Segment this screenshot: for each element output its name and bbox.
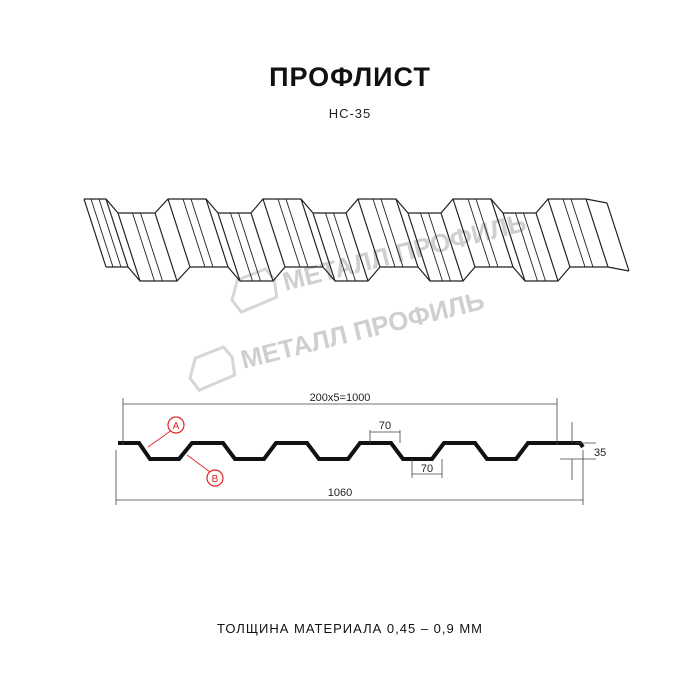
page-title: ПРОФЛИСТ [269,62,431,92]
sheet-rib-line [333,212,356,282]
sheet-rib-line [467,198,491,268]
dim-top-label: 70 [379,420,391,432]
marker-b: B [186,454,224,487]
sheet-fold-line [357,198,381,268]
dim-total-label: 1060 [328,487,352,499]
sheet-rib-line [475,198,499,268]
model-subtitle: НС-35 [328,106,372,121]
logo-icon [188,345,237,392]
sheet-fold-line [250,212,274,282]
sheet-fold-line [547,198,571,268]
sheet-rib-line [190,198,214,268]
sheet-fold-line [395,198,419,268]
sheet-fold-line [440,212,464,282]
sheet-fold-line [205,198,229,268]
sheet-fold-line [154,212,178,282]
dim-pitch-label: 200x5=1000 [310,392,371,404]
sheet-fold-line [83,198,107,268]
sheet-fold-line [300,198,324,268]
watermark-text: МЕТАЛЛ ПРОФИЛЬ [280,207,530,297]
profile-line [118,441,585,461]
sheet-rib-line [238,212,261,282]
material-thickness: ТОЛЩИНА МАТЕРИАЛА 0,45 – 0,9 ММ [216,621,484,636]
sheet-rib-line [428,212,451,282]
dim-bottom-label: 70 [421,463,433,475]
watermark-1: МЕТАЛЛ ПРОФИЛЬ [230,207,530,314]
sheet-rib-line [140,212,163,282]
sheet-rib-line [90,198,114,268]
sheet-rib-line [562,198,586,268]
sheet-fold-line [490,198,514,268]
sheet-fold-line [117,212,141,282]
sheet-fold-line [262,198,286,268]
marker-a-label: A [173,421,180,432]
dim-height-label: 35 [594,447,606,459]
marker-b-label: B [212,474,219,485]
sheet-rib-line [277,198,301,268]
sheet-fold-line [535,212,559,282]
sheet-rib-line [285,198,309,268]
watermark-2: МЕТАЛЛ ПРОФИЛЬ [188,285,487,392]
dimension-lines [115,398,596,505]
sheet-rib-line [570,198,594,268]
sheet-fold-line [345,212,369,282]
profile-cross-section [118,441,585,461]
sheet-fold-line [407,212,431,282]
sheet-rib-line [523,212,546,282]
sheet-rib-line [515,212,538,282]
sheet-rib-line [380,198,404,268]
sheet-rib-line [372,198,396,268]
sheet-3d-view [83,198,630,282]
marker-a: A [147,416,185,448]
sheet-fold-line [585,198,609,268]
sheet-fold-line [167,198,191,268]
sheet-fold-line [606,202,630,272]
sheet-rib-line [420,212,443,282]
sheet-fold-line [452,198,476,268]
sheet-rib-line [182,198,206,268]
sheet-fold-line [312,212,336,282]
sheet-rib-line [132,212,155,282]
sheet-back-edge [84,198,608,214]
sheet-fold-line [105,198,129,268]
sheet-rib-line [230,212,253,282]
sheet-fold-line [217,212,241,282]
sheet-fold-line [502,212,526,282]
sheet-rib-line [325,212,348,282]
sheet-rib-line [98,198,122,268]
